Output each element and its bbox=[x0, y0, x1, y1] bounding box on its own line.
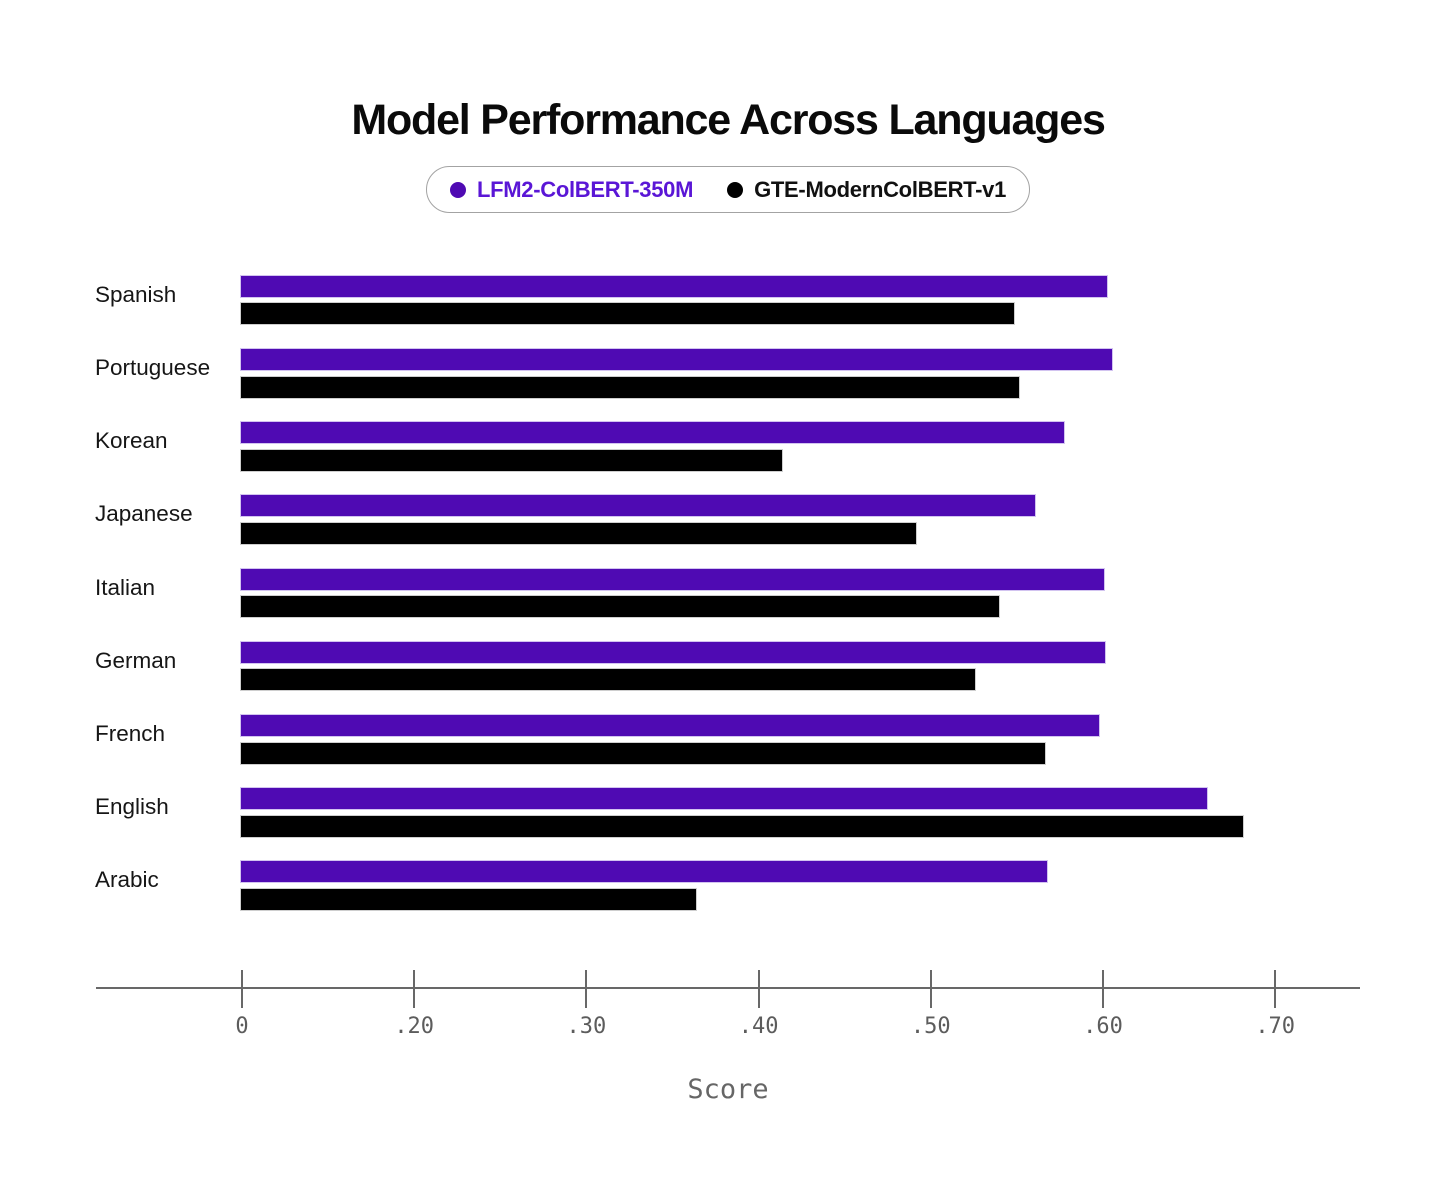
category-label-english: English bbox=[95, 794, 169, 820]
x-tick-mark-0 bbox=[241, 970, 243, 1008]
category-label-italian: Italian bbox=[95, 574, 156, 600]
category-label-korean: Korean bbox=[95, 428, 168, 454]
x-tick-label-0: 0 bbox=[235, 1014, 249, 1039]
x-axis-title: Score bbox=[687, 1074, 769, 1105]
x-tick-mark-70 bbox=[1274, 970, 1277, 1008]
category-label-portuguese: Portuguese bbox=[95, 355, 211, 380]
category-label-japanese: Japanese bbox=[95, 501, 193, 527]
x-tick-mark-60 bbox=[1102, 970, 1104, 1008]
legend-pill: LFM2-ColBERT-350M GTE-ModernColBERT-v1 bbox=[426, 166, 1030, 213]
legend-dot-gte-icon bbox=[727, 181, 744, 198]
bar-gte-japanese bbox=[241, 522, 916, 544]
bar-lfm2-english bbox=[241, 788, 1207, 810]
bar-lfm2-portuguese bbox=[241, 349, 1113, 370]
x-tick-mark-40 bbox=[757, 970, 760, 1008]
x-tick-mark-20 bbox=[413, 970, 416, 1008]
bar-gte-korean bbox=[241, 449, 782, 471]
bar-gte-spanish bbox=[241, 303, 1015, 325]
chart-title: Model Performance Across Languages bbox=[351, 96, 1106, 144]
x-tick-label-60: .60 bbox=[1083, 1014, 1123, 1039]
bar-lfm2-japanese bbox=[241, 495, 1035, 517]
bar-gte-french bbox=[241, 742, 1046, 764]
x-axis-line bbox=[96, 987, 1360, 989]
legend-item-lfm2: LFM2-ColBERT-350M bbox=[449, 176, 694, 203]
bar-gte-italian bbox=[241, 596, 999, 618]
x-tick-mark-30 bbox=[585, 970, 588, 1008]
legend-label-gte: GTE-ModernColBERT-v1 bbox=[754, 176, 1007, 202]
legend-item-gte: GTE-ModernColBERT-v1 bbox=[727, 177, 1006, 203]
x-tick-mark-50 bbox=[929, 970, 932, 1008]
x-tick-label-40: .40 bbox=[738, 1014, 779, 1039]
category-label-arabic: Arabic bbox=[95, 867, 159, 893]
bar-lfm2-german bbox=[241, 641, 1106, 663]
x-tick-label-50: .50 bbox=[910, 1014, 951, 1039]
bar-gte-arabic bbox=[241, 888, 696, 910]
x-tick-label-70: .70 bbox=[1255, 1014, 1296, 1039]
x-tick-label-30: .30 bbox=[566, 1014, 607, 1039]
category-label-french: French bbox=[95, 721, 166, 746]
bar-lfm2-french bbox=[241, 715, 1099, 736]
category-label-spanish: Spanish bbox=[95, 281, 177, 307]
bar-lfm2-arabic bbox=[241, 861, 1047, 883]
bar-lfm2-italian bbox=[241, 568, 1104, 590]
x-tick-label-20: .20 bbox=[394, 1014, 435, 1039]
bar-gte-portuguese bbox=[241, 376, 1020, 398]
bar-lfm2-spanish bbox=[241, 275, 1108, 297]
bar-gte-german bbox=[241, 669, 975, 691]
legend-label-lfm2: LFM2-ColBERT-350M bbox=[476, 176, 694, 202]
category-label-german: German bbox=[95, 647, 177, 673]
bar-gte-english bbox=[241, 815, 1244, 837]
bar-lfm2-korean bbox=[241, 422, 1065, 444]
legend-dot-lfm2-icon bbox=[449, 181, 466, 198]
